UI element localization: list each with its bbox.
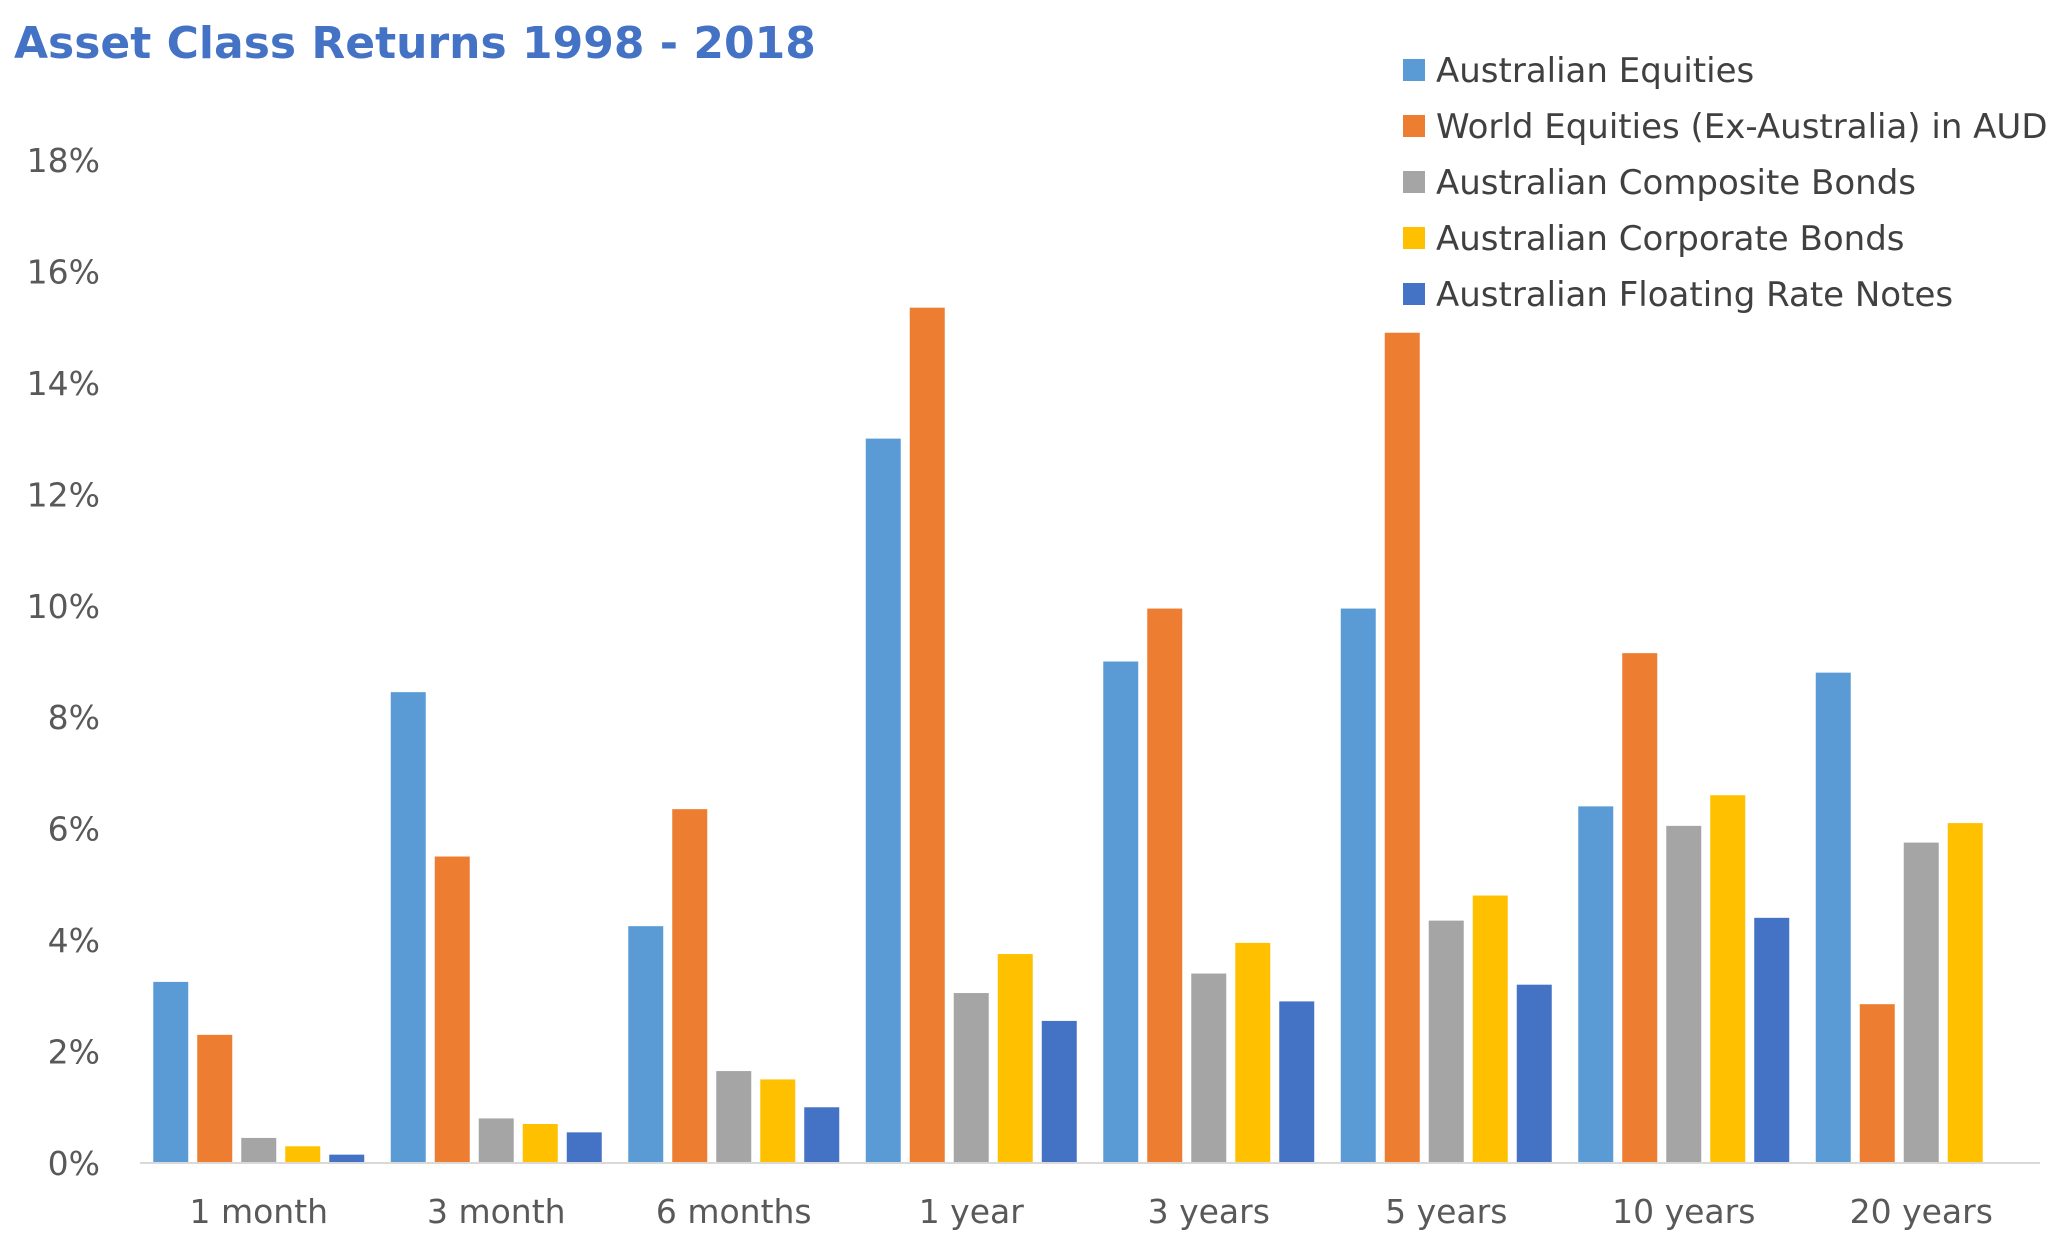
legend-label: Australian Composite Bonds <box>1436 163 1916 203</box>
bar <box>1578 806 1614 1163</box>
bar <box>1041 1020 1077 1163</box>
y-tick-label: 14% <box>27 364 100 403</box>
bar <box>1472 895 1508 1163</box>
legend-swatch <box>1403 227 1425 249</box>
bar <box>434 856 470 1163</box>
y-tick-label: 8% <box>48 698 100 737</box>
bar <box>804 1107 840 1163</box>
bar <box>1235 942 1271 1163</box>
bar <box>909 307 945 1163</box>
y-tick-label: 16% <box>27 252 100 291</box>
legend-label: Australian Equities <box>1436 51 1754 91</box>
bar <box>1191 973 1227 1163</box>
legend-swatch <box>1403 59 1425 81</box>
bar <box>153 981 189 1163</box>
x-tick-label: 1 year <box>919 1192 1025 1231</box>
x-tick-label: 5 years <box>1385 1192 1507 1231</box>
bar <box>522 1123 558 1163</box>
bar <box>1516 984 1552 1163</box>
x-tick-label: 3 month <box>427 1192 566 1231</box>
legend-swatch <box>1403 283 1425 305</box>
y-tick-label: 6% <box>48 810 100 849</box>
x-tick-label: 6 months <box>656 1192 812 1231</box>
bar <box>390 692 426 1163</box>
y-tick-label: 12% <box>27 475 100 514</box>
chart-title: Asset Class Returns 1998 - 2018 <box>14 18 816 69</box>
bar <box>1947 823 1983 1163</box>
bar <box>1666 825 1702 1163</box>
x-tick-label: 20 years <box>1850 1192 1993 1231</box>
bar <box>197 1034 233 1163</box>
bar <box>329 1154 365 1163</box>
bar <box>1710 795 1746 1163</box>
bar <box>1622 653 1658 1163</box>
bar <box>1340 608 1376 1163</box>
x-axis-ticks: 1 month 3 month 6 months 1 year 3 years 5 yea… <box>189 1192 1992 1231</box>
bar <box>1754 917 1790 1163</box>
bar <box>760 1079 796 1163</box>
bar <box>628 926 664 1163</box>
bar <box>1815 672 1851 1163</box>
bar <box>1103 661 1139 1163</box>
legend-label: Australian Floating Rate Notes <box>1436 275 1953 315</box>
bar <box>1279 1001 1315 1163</box>
y-tick-label: 10% <box>27 587 100 626</box>
bars <box>153 307 1983 1164</box>
bar <box>241 1137 277 1163</box>
legend-label: World Equities (Ex-Australia) in AUD <box>1436 107 2048 147</box>
bar <box>1384 332 1420 1163</box>
legend: Australian Equities World Equities (Ex-Au… <box>1403 51 2048 315</box>
bar <box>672 809 708 1163</box>
y-tick-label: 18% <box>27 141 100 180</box>
bar <box>953 993 989 1163</box>
y-tick-label: 2% <box>48 1033 100 1072</box>
bar <box>997 954 1033 1163</box>
bar <box>478 1118 514 1163</box>
legend-swatch <box>1403 171 1425 193</box>
bar <box>1428 920 1464 1163</box>
bar <box>1859 1004 1895 1163</box>
bar <box>865 438 901 1164</box>
x-tick-label: 1 month <box>189 1192 328 1231</box>
bar <box>285 1146 321 1163</box>
bar <box>716 1071 752 1163</box>
legend-label: Australian Corporate Bonds <box>1436 219 1905 259</box>
bar <box>1903 842 1939 1163</box>
bar <box>566 1132 602 1163</box>
x-tick-label: 10 years <box>1612 1192 1755 1231</box>
y-axis-ticks: 0% 2% 4% 6% 8% 10% 12% 14% 16% 18% <box>27 141 100 1183</box>
legend-swatch <box>1403 115 1425 137</box>
x-tick-label: 3 years <box>1148 1192 1270 1231</box>
y-tick-label: 4% <box>48 921 100 960</box>
y-tick-label: 0% <box>48 1144 100 1183</box>
bar <box>1147 608 1183 1163</box>
